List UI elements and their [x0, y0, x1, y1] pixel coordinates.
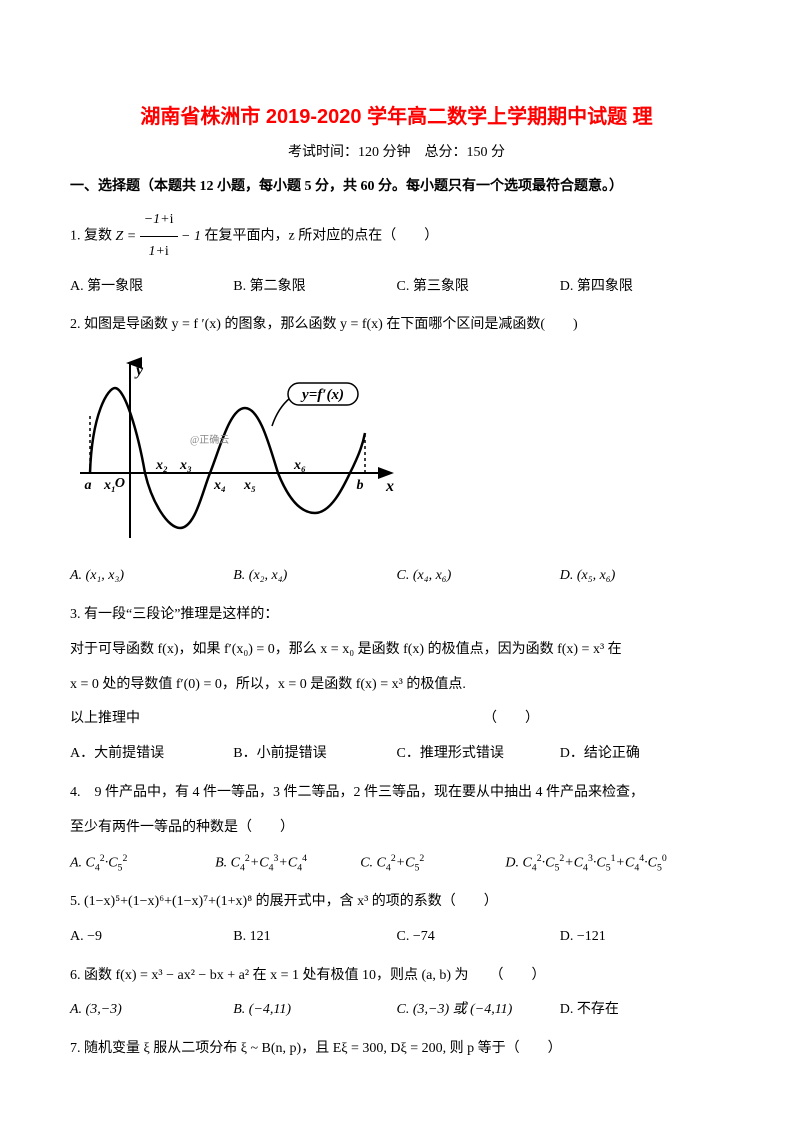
derivative-curve-svg: y x a x₁ O x₂ x₃ x₄ x₅ x₆ b y=f′(x) @正确云 — [70, 353, 400, 543]
exam-page: 湖南省株洲市 2019-2020 学年高二数学上学期期中试题 理 考试时间：12… — [0, 0, 793, 1122]
question-3-l3: x = 0 处的导数值 f′(0) = 0，所以，x = 0 是函数 f(x) … — [70, 670, 723, 701]
tick-b: b — [357, 478, 364, 493]
watermark: @正确云 — [190, 433, 229, 446]
q3-options: A．大前提错误 B．小前提错误 C．推理形式错误 D．结论正确 — [70, 739, 723, 770]
q1-pre: 1. 复数 — [70, 229, 116, 244]
q1-opt-a: A. 第一象限 — [70, 272, 233, 303]
question-1: 1. 复数 Z = −1+i 1+i − 1 在复平面内，z 所对应的点在（ ） — [70, 205, 723, 268]
question-2: 2. 如图是导函数 y = f ′(x) 的图象，那么函数 y = f(x) 在… — [70, 310, 723, 341]
q5-opt-a: A. −9 — [70, 922, 233, 953]
curve-path — [90, 388, 365, 528]
curve-label: y=f′(x) — [300, 387, 344, 403]
q2-opt-d: D. (x₅, x₆) — [560, 561, 723, 592]
tick-O: O — [115, 476, 125, 491]
q4-opt-c: C. C42+C52 — [360, 848, 505, 879]
q3-opt-d: D．结论正确 — [560, 739, 723, 770]
curve-label-box: y=f′(x) — [272, 383, 358, 426]
q2-options: A. (x₁, x₃) B. (x₂, x₄) C. (x₄, x₆) D. (… — [70, 561, 723, 592]
q6-options: A. (3,−3) B. (−4,11) C. (3,−3) 或 (−4,11)… — [70, 995, 723, 1026]
tick-a: a — [85, 478, 92, 493]
tick-x6: x₆ — [293, 458, 306, 473]
page-title: 湖南省株洲市 2019-2020 学年高二数学上学期期中试题 理 — [70, 100, 723, 129]
q1-opt-d: D. 第四象限 — [560, 272, 723, 303]
q6-opt-b: B. (−4,11) — [233, 995, 396, 1026]
page-subtitle: 考试时间：120 分钟 总分：150 分 — [70, 141, 723, 161]
q3-opt-a: A．大前提错误 — [70, 739, 233, 770]
q2-graph: y x a x₁ O x₂ x₃ x₄ x₅ x₆ b y=f′(x) @正确云 — [70, 353, 723, 543]
tick-x3: x₃ — [179, 458, 192, 473]
q3-opt-b: B．小前提错误 — [233, 739, 396, 770]
q4-options: A. C42·C52 B. C42+C43+C44 C. C42+C52 D. … — [70, 848, 723, 879]
section-1-header: 一、选择题（本题共 12 小题，每小题 5 分，共 60 分。每小题只有一个选项… — [70, 175, 723, 195]
q6-opt-a: A. (3,−3) — [70, 995, 233, 1026]
q5-options: A. −9 B. 121 C. −74 D. −121 — [70, 922, 723, 953]
q2-opt-a: A. (x₁, x₃) — [70, 561, 233, 592]
q5-opt-b: B. 121 — [233, 922, 396, 953]
q4-opt-a: A. C42·C52 — [70, 848, 215, 879]
q5-opt-c: C. −74 — [397, 922, 560, 953]
q1-formula: Z = −1+i 1+i − 1 — [116, 229, 205, 244]
q5-opt-d: D. −121 — [560, 922, 723, 953]
q2-opt-b: B. (x₂, x₄) — [233, 561, 396, 592]
x-axis-label: x — [385, 478, 394, 495]
tick-x2: x₂ — [155, 458, 168, 473]
q4-opt-d: D. C42·C52+C43·C51+C44·C50 — [505, 848, 723, 879]
tick-x5: x₅ — [243, 478, 256, 493]
question-3-l4: 以上推理中 （ ） — [70, 704, 723, 735]
question-4-l1: 4. 9 件产品中，有 4 件一等品，3 件二等品，2 件三等品，现在要从中抽出… — [70, 778, 723, 809]
q1-opt-b: B. 第二象限 — [233, 272, 396, 303]
question-6: 6. 函数 f(x) = x³ − ax² − bx + a² 在 x = 1 … — [70, 961, 723, 992]
question-3-l2: 对于可导函数 f(x)，如果 f′(x₀) = 0，那么 x = x₀ 是函数 … — [70, 635, 723, 666]
q6-opt-d: D. 不存在 — [560, 995, 723, 1026]
q1-post: 在复平面内，z 所对应的点在（ ） — [204, 229, 438, 244]
question-4-l2: 至少有两件一等品的种数是（ ） — [70, 813, 723, 844]
q6-opt-c: C. (3,−3) 或 (−4,11) — [397, 995, 560, 1026]
q1-options: A. 第一象限 B. 第二象限 C. 第三象限 D. 第四象限 — [70, 272, 723, 303]
q4-opt-b: B. C42+C43+C44 — [215, 848, 360, 879]
question-5: 5. (1−x)⁵+(1−x)⁶+(1−x)⁷+(1+x)⁸ 的展开式中，含 x… — [70, 887, 723, 918]
q3-opt-c: C．推理形式错误 — [397, 739, 560, 770]
q2-opt-c: C. (x₄, x₆) — [397, 561, 560, 592]
question-7: 7. 随机变量 ξ 服从二项分布 ξ ~ B(n, p)，且 Eξ = 300,… — [70, 1034, 723, 1065]
q1-opt-c: C. 第三象限 — [397, 272, 560, 303]
question-3-l1: 3. 有一段“三段论”推理是这样的： — [70, 600, 723, 631]
y-axis-label: y — [134, 362, 144, 379]
tick-x4: x₄ — [213, 478, 226, 493]
